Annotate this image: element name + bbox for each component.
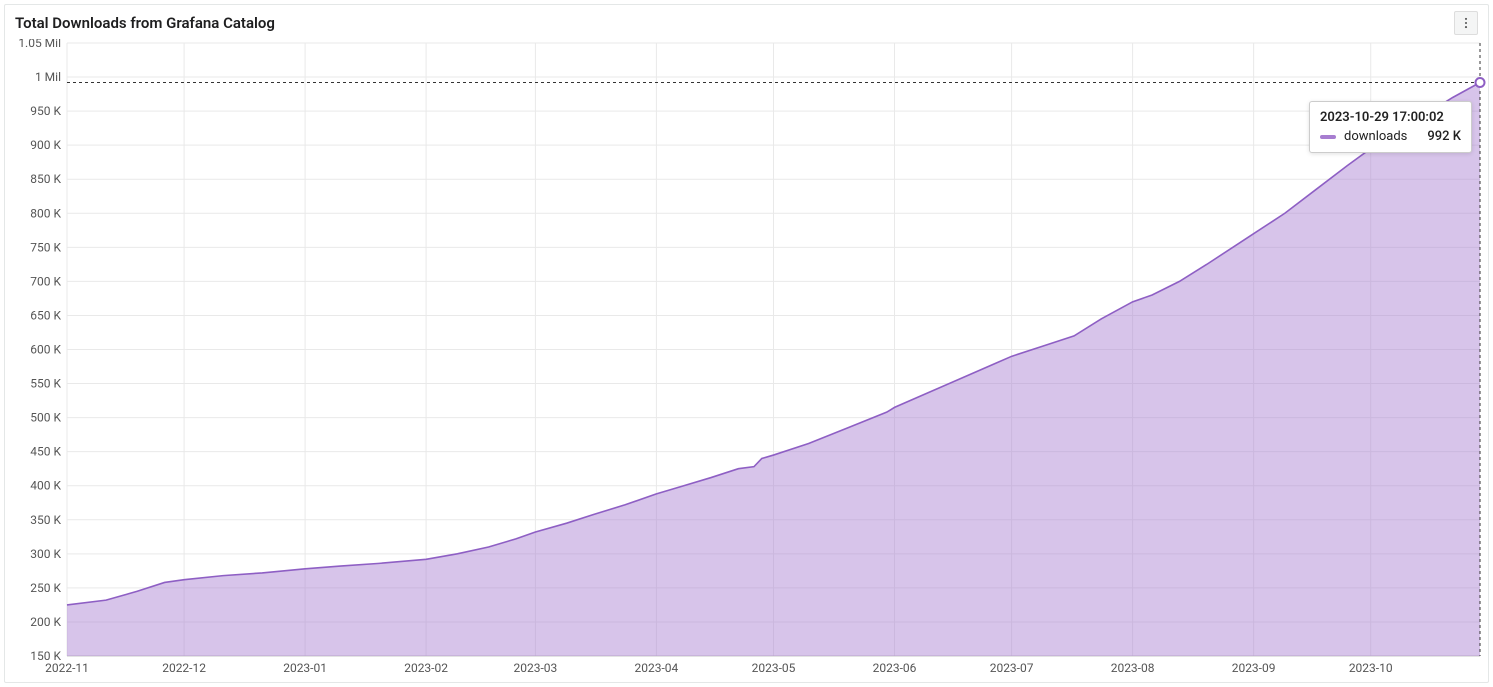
- svg-text:800 K: 800 K: [30, 206, 61, 220]
- svg-text:2023-10: 2023-10: [1349, 661, 1393, 675]
- downloads-chart: 150 K200 K250 K300 K350 K400 K450 K500 K…: [5, 39, 1488, 682]
- panel-title: Total Downloads from Grafana Catalog: [15, 14, 275, 32]
- chart-area[interactable]: 150 K200 K250 K300 K350 K400 K450 K500 K…: [5, 39, 1488, 682]
- svg-text:2022-11: 2022-11: [45, 661, 89, 675]
- svg-text:350 K: 350 K: [30, 513, 61, 527]
- svg-text:200 K: 200 K: [30, 615, 61, 629]
- svg-text:900 K: 900 K: [30, 138, 61, 152]
- svg-text:2023-08: 2023-08: [1111, 661, 1155, 675]
- svg-text:500 K: 500 K: [30, 411, 61, 425]
- svg-text:250 K: 250 K: [30, 581, 61, 595]
- svg-text:950 K: 950 K: [30, 104, 61, 118]
- svg-text:550 K: 550 K: [30, 377, 61, 391]
- chart-panel: Total Downloads from Grafana Catalog 150…: [4, 4, 1489, 683]
- svg-text:2023-02: 2023-02: [404, 661, 448, 675]
- svg-text:2023-04: 2023-04: [635, 661, 679, 675]
- svg-text:2023-03: 2023-03: [514, 661, 558, 675]
- svg-text:2023-06: 2023-06: [873, 661, 917, 675]
- svg-text:600 K: 600 K: [30, 343, 61, 357]
- svg-text:2022-12: 2022-12: [162, 661, 206, 675]
- svg-text:1.05 Mil: 1.05 Mil: [18, 39, 61, 50]
- svg-text:2023-05: 2023-05: [752, 661, 796, 675]
- svg-text:2023-07: 2023-07: [990, 661, 1034, 675]
- svg-text:750 K: 750 K: [30, 240, 61, 254]
- svg-text:700 K: 700 K: [30, 274, 61, 288]
- svg-text:300 K: 300 K: [30, 547, 61, 561]
- svg-text:650 K: 650 K: [30, 308, 61, 322]
- panel-header: Total Downloads from Grafana Catalog: [5, 5, 1488, 39]
- svg-text:450 K: 450 K: [30, 445, 61, 459]
- svg-text:400 K: 400 K: [30, 479, 61, 493]
- svg-text:850 K: 850 K: [30, 172, 61, 186]
- svg-text:1 Mil: 1 Mil: [35, 70, 61, 84]
- svg-text:2023-09: 2023-09: [1232, 661, 1276, 675]
- panel-menu-button[interactable]: [1454, 11, 1478, 35]
- more-vert-icon: [1459, 16, 1473, 30]
- svg-text:2023-01: 2023-01: [283, 661, 327, 675]
